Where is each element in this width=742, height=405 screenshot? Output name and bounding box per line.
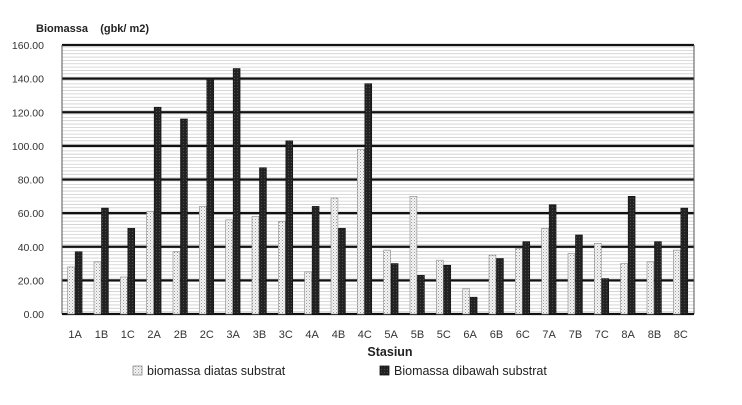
bar-biomassa-dibawah (417, 275, 425, 315)
x-tick-label: 4B (332, 329, 345, 341)
bar-biomassa-diatas (199, 206, 207, 315)
bar-biomassa-diatas (225, 219, 233, 315)
bar-biomassa-diatas (146, 211, 154, 315)
y-tick-label: 160.00 (12, 40, 44, 52)
bar-biomassa-dibawah (443, 264, 452, 315)
x-tick-label: 6C (516, 329, 530, 341)
bar-biomassa-diatas (462, 288, 470, 315)
bar-biomassa-diatas (304, 271, 312, 315)
legend-label-diatas: biomassa diatas substrat (147, 364, 286, 378)
bar-biomassa-dibawah (575, 234, 583, 315)
x-tick-label: 8A (621, 329, 635, 341)
bar-biomassa-dibawah (311, 206, 320, 315)
y-tick-label: 80.00 (18, 175, 44, 187)
x-tick-label: 1A (68, 329, 82, 341)
bar-biomassa-diatas (93, 261, 102, 315)
x-tick-label: 4C (358, 329, 372, 341)
bar-biomassa-diatas (594, 243, 602, 315)
legend-label-dibawah: Biomassa dibawah substrat (394, 364, 547, 378)
gridlines (61, 43, 695, 316)
bar-biomassa-diatas (251, 216, 260, 315)
bar-biomassa-diatas (541, 227, 549, 315)
x-tick-label: 2B (174, 329, 187, 341)
x-tick-label: 8B (648, 329, 661, 341)
bar-biomassa-dibawah (206, 78, 215, 315)
x-tick-label: 1C (121, 329, 135, 341)
bar-biomassa-dibawah (127, 227, 136, 315)
y-tick-label: 40.00 (18, 242, 44, 254)
bar-biomassa-diatas (673, 249, 681, 315)
bar-biomassa-diatas (567, 253, 576, 315)
bar-biomassa-diatas (646, 261, 655, 315)
bar-biomassa-dibawah (627, 196, 636, 315)
bar-biomassa-dibawah (101, 207, 109, 315)
x-tick-label: 1B (95, 329, 108, 341)
bar-biomassa-dibawah (654, 241, 662, 315)
y-tick-label: 60.00 (18, 208, 44, 220)
legend-swatch-dibawah (379, 365, 390, 376)
x-tick-label: 3A (226, 329, 240, 341)
bars (67, 68, 689, 315)
bar-biomassa-diatas (67, 266, 75, 315)
bar-biomassa-dibawah (390, 263, 399, 315)
x-tick-label: 6A (463, 329, 477, 341)
bar-biomassa-diatas (120, 276, 128, 315)
x-tick-label: 8C (674, 329, 688, 341)
y-axis-label: Biomassa (gbk/ m2) (36, 23, 149, 35)
y-tick-label: 0.00 (24, 309, 45, 321)
bar-biomassa-dibawah (285, 140, 294, 315)
bar-biomassa-diatas (357, 148, 365, 315)
bar-biomassa-dibawah (522, 241, 531, 315)
y-axis-ticks: 0.00 20.00 40.00 60.00 80.00 100.00 120.00 140.… (12, 40, 44, 321)
bar-biomassa-diatas (330, 197, 339, 315)
bar-biomassa-diatas (620, 263, 628, 315)
legend: biomassa diatas substrat Biomassa dibawah… (132, 364, 547, 378)
bar-biomassa-diatas (515, 248, 523, 315)
x-tick-label: 3C (279, 329, 293, 341)
bar-biomassa-diatas (172, 251, 181, 315)
bar-biomassa-diatas (278, 221, 286, 315)
bar-biomassa-dibawah (548, 204, 557, 315)
bar-biomassa-dibawah (469, 296, 478, 315)
bar-biomassa-dibawah (496, 258, 504, 315)
y-tick-label: 20.00 (18, 275, 44, 287)
bar-biomassa-dibawah (259, 167, 267, 315)
bar-biomassa-dibawah (232, 68, 241, 315)
x-tick-label: 2A (147, 329, 161, 341)
bar-biomassa-dibawah (338, 227, 346, 315)
x-tick-label: 7A (542, 329, 556, 341)
x-tick-label: 5A (384, 329, 398, 341)
bar-biomassa-dibawah (364, 83, 373, 315)
x-tick-label: 3B (253, 329, 266, 341)
bar-biomassa-dibawah (601, 278, 610, 315)
x-tick-label: 5B (411, 329, 424, 341)
x-tick-label: 4A (305, 329, 319, 341)
x-tick-label: 2C (200, 329, 214, 341)
y-tick-label: 120.00 (12, 107, 44, 119)
x-tick-label: 6B (490, 329, 503, 341)
x-axis-title: Stasiun (367, 345, 412, 359)
x-tick-label: 7C (595, 329, 609, 341)
y-tick-label: 140.00 (12, 74, 44, 86)
x-tick-label: 7B (569, 329, 582, 341)
bar-biomassa-diatas (383, 249, 391, 315)
bar-biomassa-dibawah (74, 251, 83, 315)
x-tick-label: 5C (437, 329, 451, 341)
x-axis-ticks: 1A 1B 1C 2A 2B 2C 3A 3B 3C 4A 4B 4C 5A 5B 5C 6A 6B 6C 7A 7B… (68, 329, 687, 341)
bar-biomassa-dibawah (180, 118, 188, 315)
legend-swatch-diatas (132, 365, 143, 376)
bar-biomassa-dibawah (153, 106, 162, 315)
bar-biomassa-diatas (436, 259, 444, 315)
bar-biomassa-dibawah (680, 207, 689, 315)
y-tick-label: 100.00 (12, 141, 44, 153)
bar-biomassa-diatas (488, 254, 497, 315)
bar-biomassa-diatas (409, 196, 418, 315)
